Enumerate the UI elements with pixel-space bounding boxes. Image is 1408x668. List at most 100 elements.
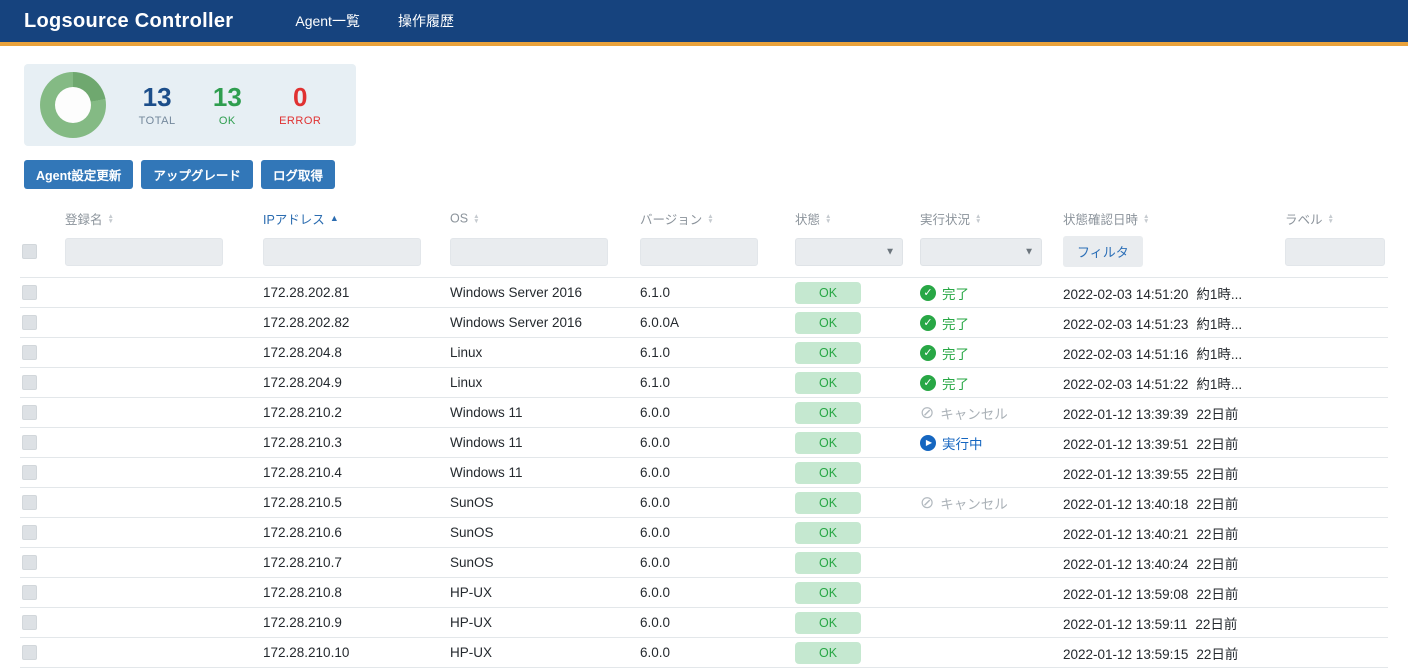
row-os: SunOS	[450, 517, 640, 548]
row-version: 6.0.0	[640, 637, 795, 668]
checked-at: 2022-01-12 13:39:51	[1063, 436, 1189, 452]
filter-status-select-wrap: ▼	[795, 237, 903, 266]
column-header-label[interactable]: ラベル ▲ ▼	[1285, 212, 1334, 227]
row-checkbox[interactable]	[22, 285, 37, 301]
agent-config-update-button[interactable]: Agent設定更新	[24, 160, 134, 189]
table-row: 172.28.210.8 HP-UX 6.0.0 OK 2022-01-12 1…	[20, 577, 1388, 608]
row-name	[65, 427, 263, 458]
sort-icon: ▲ ▼	[707, 212, 714, 225]
row-os: SunOS	[450, 547, 640, 578]
status-badge: OK	[795, 431, 861, 454]
upgrade-button[interactable]: アップグレード	[141, 160, 253, 189]
table-row: 172.28.210.10 HP-UX 6.0.0 OK 2022-01-12 …	[20, 637, 1388, 668]
check-circle-icon: ✓	[920, 344, 936, 361]
filter-ip-input[interactable]	[263, 237, 421, 266]
status-badge: OK	[795, 611, 861, 634]
row-os: HP-UX	[450, 637, 640, 668]
row-ip: 172.28.202.81	[263, 277, 450, 308]
row-ip: 172.28.210.8	[263, 577, 450, 608]
checkbox-column-header	[20, 199, 65, 232]
nav-operation-history[interactable]: 操作履歴	[397, 13, 454, 29]
nav-links: Agent一覧 操作履歴	[295, 11, 454, 31]
relative-time: 22日前	[1196, 646, 1239, 662]
total-count: 13	[142, 82, 172, 113]
row-os: SunOS	[450, 487, 640, 518]
row-checkbox[interactable]	[22, 465, 37, 481]
column-header-version[interactable]: バージョン ▲ ▼	[640, 212, 714, 227]
checked-at: 2022-01-12 13:39:55	[1063, 466, 1189, 482]
row-checkbox[interactable]	[22, 585, 37, 601]
filter-status-select[interactable]	[795, 237, 903, 266]
select-all-checkbox[interactable]	[22, 243, 37, 259]
relative-time: 約1時...	[1196, 286, 1243, 302]
metric-error: 0 ERROR	[279, 83, 321, 127]
filter-name-input[interactable]	[65, 237, 223, 266]
cancel-icon: ⊘	[920, 493, 935, 512]
row-version: 6.0.0	[640, 487, 795, 518]
row-version: 6.0.0	[640, 607, 795, 638]
sort-icon: ▲ ▼	[825, 212, 832, 225]
filter-label-input[interactable]	[1285, 237, 1385, 266]
column-header-ip[interactable]: IPアドレス ▲	[263, 213, 339, 227]
log-collect-button[interactable]: ログ取得	[260, 160, 335, 189]
table-filter-row: ▼ ▼ フィルタ	[20, 232, 1388, 278]
row-checkbox[interactable]	[22, 405, 37, 421]
row-checkbox[interactable]	[22, 435, 37, 451]
navbar: Logsource Controller Agent一覧 操作履歴	[0, 0, 1408, 46]
exec-status-label: 完了	[942, 376, 969, 392]
summary-card: 13 TOTAL 13 OK 0 ERROR	[24, 64, 356, 146]
exec-status-label: 完了	[942, 346, 969, 362]
row-ip: 172.28.210.7	[263, 547, 450, 578]
status-badge: OK	[795, 371, 861, 394]
relative-time: 22日前	[1196, 406, 1239, 422]
row-checkbox[interactable]	[22, 375, 37, 391]
row-name	[65, 307, 263, 338]
row-checkbox[interactable]	[22, 555, 37, 571]
exec-status-label: キャンセル	[940, 496, 1008, 512]
row-checkbox[interactable]	[22, 645, 37, 661]
row-version: 6.0.0	[640, 577, 795, 608]
row-checkbox[interactable]	[22, 495, 37, 511]
nav-agent-list[interactable]: Agent一覧	[295, 13, 360, 29]
row-checkbox[interactable]	[22, 525, 37, 541]
filter-exec-select-wrap: ▼	[920, 237, 1042, 266]
filter-exec-select[interactable]	[920, 237, 1042, 266]
table-header-row: 登録名 ▲ ▼ IPアドレス ▲ OS ▲ ▼ バージョン ▲ ▼ 状態 ▲ ▼ 実行状況 ▲ ▼	[20, 199, 1388, 232]
checked-at: 2022-02-03 14:51:23	[1063, 316, 1189, 332]
column-header-name[interactable]: 登録名 ▲ ▼	[65, 212, 114, 227]
sort-asc-icon: ▲	[329, 213, 339, 223]
row-label	[1285, 517, 1388, 548]
sort-icon: ▲ ▼	[1143, 212, 1150, 225]
status-badge: OK	[795, 401, 861, 424]
row-checkbox[interactable]	[22, 345, 37, 361]
row-label	[1285, 277, 1388, 308]
agent-table-wrap: 登録名 ▲ ▼ IPアドレス ▲ OS ▲ ▼ バージョン ▲ ▼ 状態 ▲ ▼ 実行状況 ▲ ▼	[0, 199, 1408, 668]
exec-status: ▶ 実行中	[920, 433, 983, 453]
row-name	[65, 637, 263, 668]
row-label	[1285, 607, 1388, 638]
filter-version-input[interactable]	[640, 237, 758, 266]
column-header-status[interactable]: 状態 ▲ ▼	[795, 212, 832, 227]
sort-icon: ▲ ▼	[975, 212, 982, 225]
column-header-os[interactable]: OS ▲ ▼	[450, 211, 480, 226]
row-label	[1285, 307, 1388, 338]
row-name	[65, 367, 263, 398]
relative-time: 22日前	[1196, 556, 1239, 572]
status-badge: OK	[795, 491, 861, 514]
row-version: 6.0.0	[640, 397, 795, 428]
row-ip: 172.28.210.9	[263, 607, 450, 638]
exec-status: ⊘ キャンセル	[920, 493, 1008, 513]
checked-at: 2022-02-03 14:51:22	[1063, 376, 1189, 392]
row-os: Linux	[450, 367, 640, 398]
error-label: ERROR	[279, 114, 322, 127]
filter-os-input[interactable]	[450, 237, 608, 266]
row-name	[65, 397, 263, 428]
column-header-checked-at[interactable]: 状態確認日時 ▲ ▼	[1063, 212, 1150, 227]
row-checkbox[interactable]	[22, 615, 37, 631]
column-header-exec[interactable]: 実行状況 ▲ ▼	[920, 212, 982, 227]
row-label	[1285, 427, 1388, 458]
date-filter-button[interactable]: フィルタ	[1063, 236, 1143, 267]
relative-time: 22日前	[1195, 616, 1238, 632]
row-name	[65, 487, 263, 518]
row-checkbox[interactable]	[22, 315, 37, 331]
